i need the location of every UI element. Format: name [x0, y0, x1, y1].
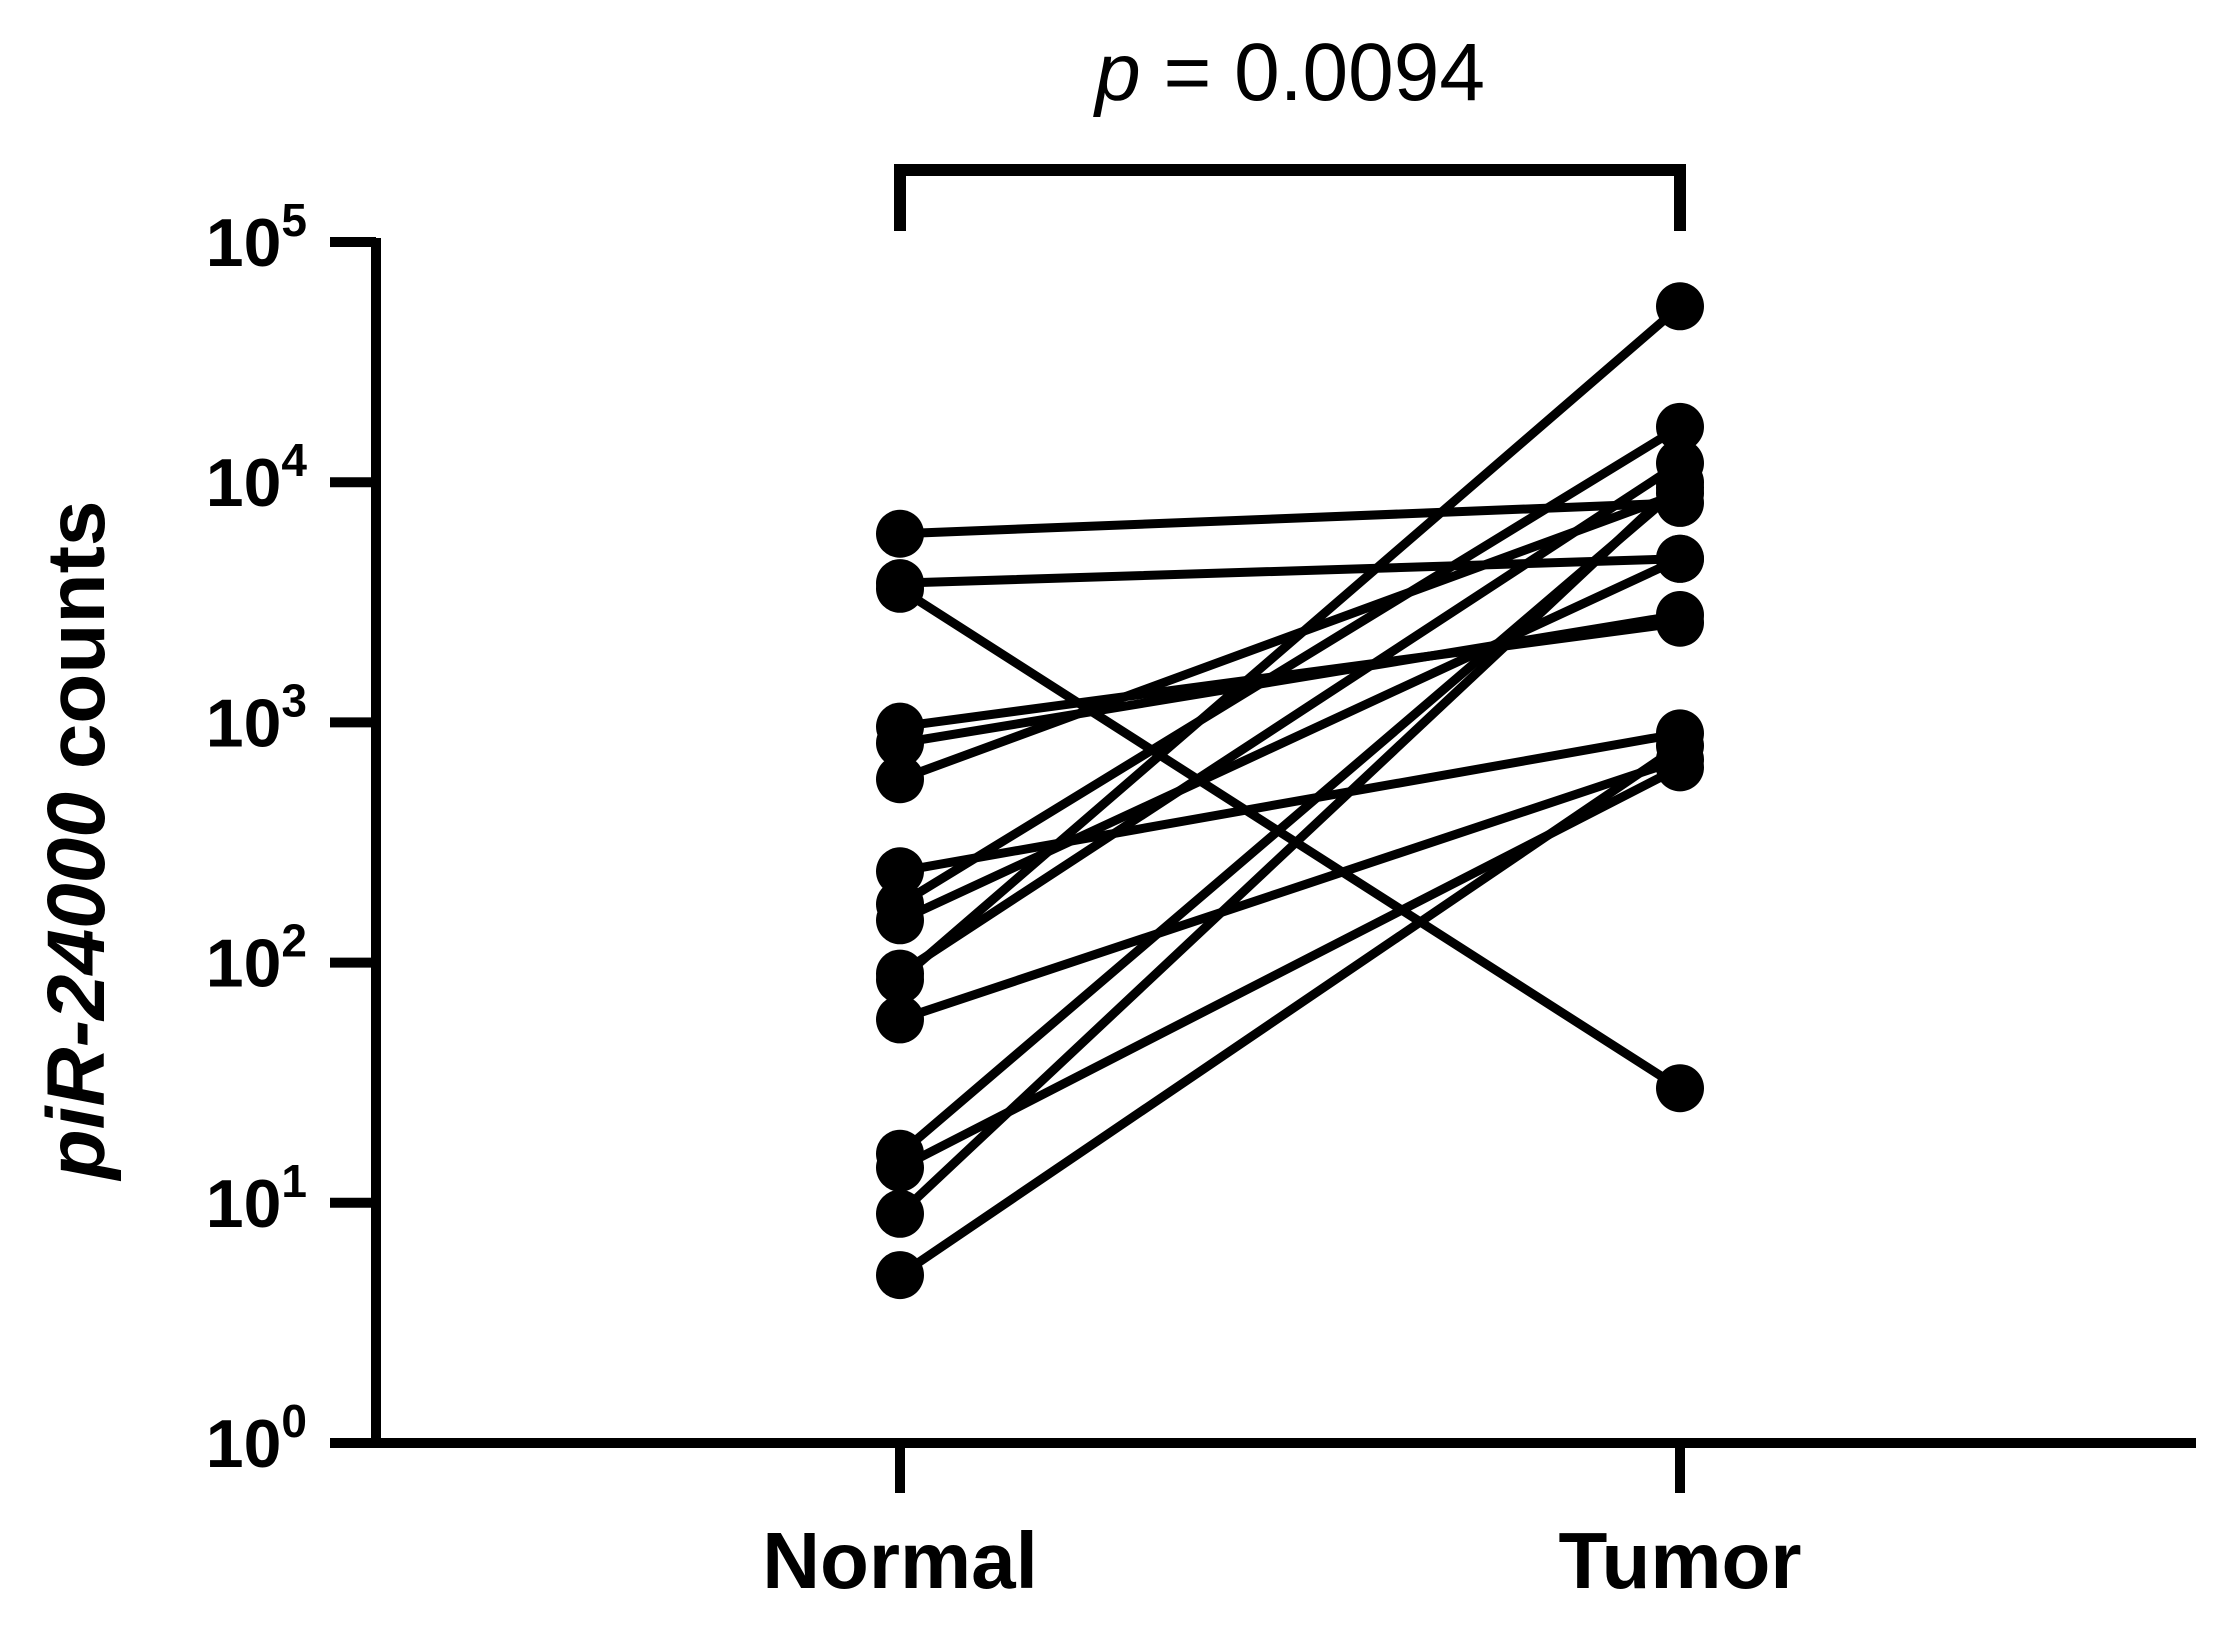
point-normal-11	[876, 955, 924, 1004]
point-normal-9	[876, 896, 924, 945]
y-tick-base: 10	[206, 1166, 282, 1242]
y-tick-label-3: 103	[206, 674, 307, 761]
point-normal-6	[876, 755, 924, 804]
point-normal-7	[876, 847, 924, 896]
y-tick-exponent: 3	[281, 674, 307, 726]
pair-line-6	[895, 488, 1685, 784]
point-tumor-3	[1656, 1064, 1704, 1113]
y-axis-label: piR-24000 counts	[31, 501, 122, 1182]
y-axis	[330, 237, 381, 1448]
y-tick-base: 10	[206, 926, 282, 1002]
y-tick-base: 10	[206, 205, 282, 281]
pair-line-12	[895, 755, 1685, 1024]
significance-bracket	[894, 164, 1686, 231]
y-tick-label-4: 104	[206, 434, 308, 521]
data-points	[876, 282, 1704, 1300]
p-value-text: = 0.0094	[1141, 27, 1485, 118]
y-tick-exponent: 5	[281, 194, 307, 246]
point-normal-3	[876, 564, 924, 613]
pair-line-11	[895, 301, 1685, 985]
point-tumor-9	[1656, 534, 1704, 583]
pair-line-7	[895, 728, 1685, 876]
point-normal-14	[876, 1143, 924, 1192]
y-tick-base: 10	[206, 445, 282, 521]
pair-line-5	[895, 610, 1685, 748]
x-tick-label-tumor: Tumor	[1559, 1516, 1802, 1605]
y-tick-label-0: 100	[206, 1395, 307, 1482]
y-tick-label-2: 102	[206, 915, 307, 1002]
y-tick-base: 10	[206, 685, 282, 761]
significance-annotation: p = 0.0094	[894, 27, 1686, 231]
pair-line-10	[895, 458, 1685, 979]
pair-line-1	[895, 498, 1685, 539]
p-symbol: p	[1092, 27, 1141, 118]
point-tumor-15	[1656, 458, 1704, 507]
point-normal-15	[876, 1189, 924, 1238]
point-tumor-11	[1656, 282, 1704, 331]
point-normal-1	[876, 509, 924, 558]
pair-line-3	[895, 584, 1685, 1093]
y-tick-exponent: 0	[281, 1395, 307, 1447]
point-tumor-5	[1656, 590, 1704, 639]
y-tick-exponent: 1	[281, 1155, 307, 1207]
x-tick-labels: Normal Tumor	[762, 1516, 1801, 1605]
pair-line-15	[895, 477, 1685, 1219]
point-normal-16	[876, 1251, 924, 1300]
y-tick-exponent: 4	[281, 434, 307, 486]
point-tumor-16	[1656, 721, 1704, 770]
x-tick-label-normal: Normal	[762, 1516, 1038, 1605]
pair-line-9	[895, 554, 1685, 925]
y-tick-exponent: 2	[281, 915, 307, 967]
y-axis-label-italic: piR-24000	[31, 792, 122, 1181]
pair-line-8	[895, 422, 1685, 909]
y-axis-label-rest: counts	[31, 501, 122, 793]
y-tick-label-5: 105	[206, 194, 307, 281]
point-normal-5	[876, 719, 924, 768]
pair-lines	[895, 301, 1685, 1280]
pair-line-2	[895, 554, 1685, 588]
y-tick-label-1: 101	[206, 1155, 307, 1242]
y-tick-base: 10	[206, 1406, 282, 1482]
pair-line-16	[895, 741, 1685, 1280]
point-tumor-8	[1656, 402, 1704, 451]
point-normal-12	[876, 995, 924, 1044]
x-axis	[371, 1438, 2196, 1493]
p-value-label: p = 0.0094	[1092, 27, 1485, 118]
